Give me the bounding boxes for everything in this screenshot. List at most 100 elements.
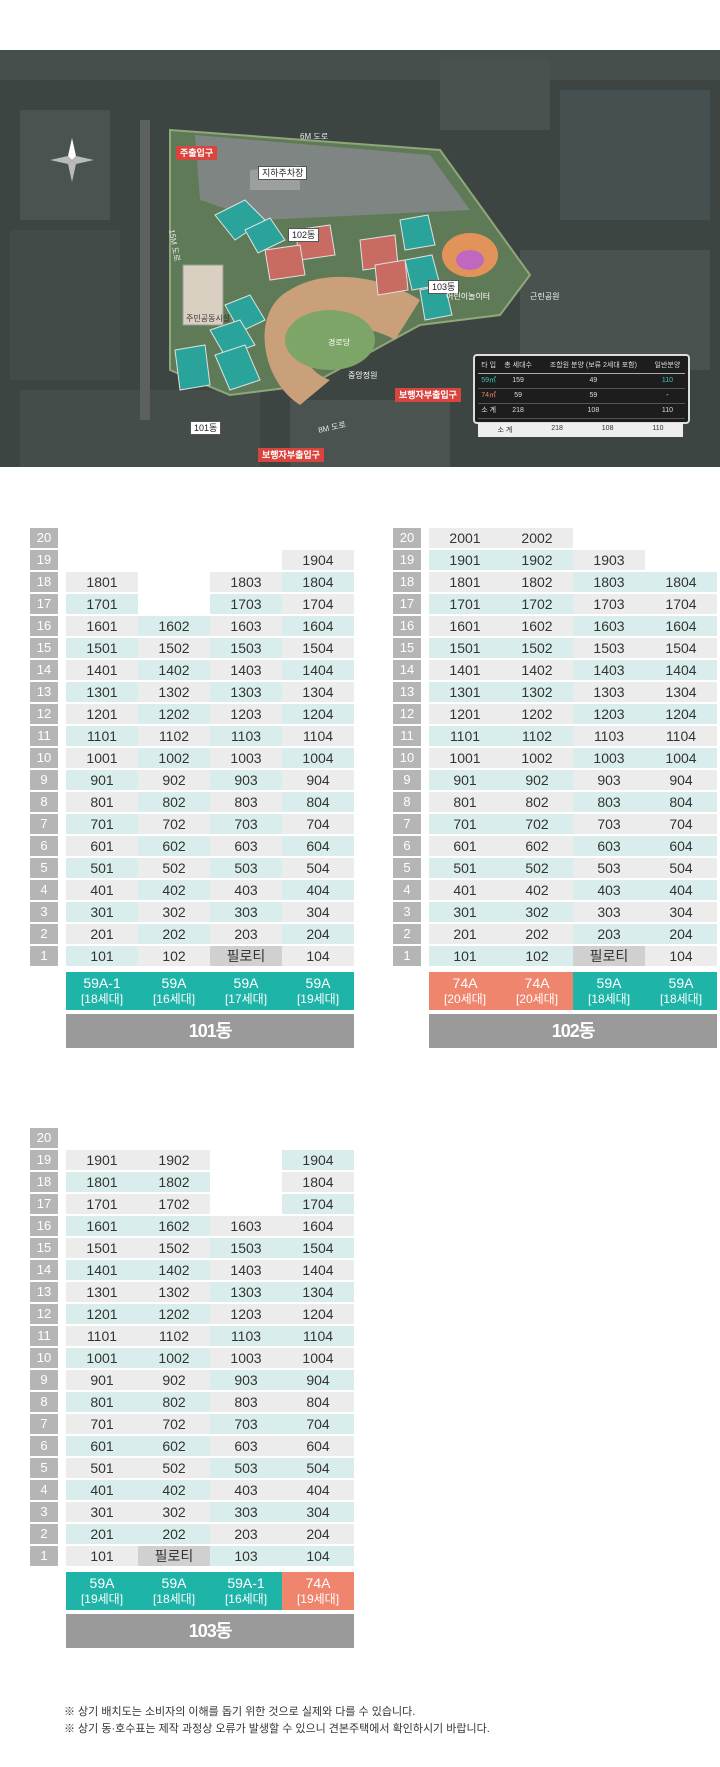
unit-cell: 1603 bbox=[210, 1216, 282, 1236]
floor-label: 3 bbox=[30, 902, 58, 922]
floor-label: 1 bbox=[30, 1546, 58, 1566]
floor-label: 14 bbox=[393, 660, 421, 680]
floor-label: 4 bbox=[30, 1480, 58, 1500]
unit-cell: 1402 bbox=[138, 1260, 210, 1280]
pavilion-label: 경로당 bbox=[328, 338, 351, 347]
floor-label: 7 bbox=[30, 814, 58, 834]
row-member: 108 bbox=[536, 403, 650, 419]
header-general: 일반분양 bbox=[649, 359, 685, 374]
unit-cell: 203 bbox=[573, 924, 645, 944]
unit-cell: 902 bbox=[138, 770, 210, 790]
unit-cell: 401 bbox=[66, 1480, 138, 1500]
unit-cell: 701 bbox=[66, 1414, 138, 1434]
unit-cell: 1203 bbox=[210, 704, 282, 724]
unit-cell: 1701 bbox=[429, 594, 501, 614]
unit-cell: 602 bbox=[138, 836, 210, 856]
floor-label: 8 bbox=[393, 792, 421, 812]
unit-type-label: 59A bbox=[161, 1575, 187, 1591]
site-plan-map: 주출입구 지하주차장 6M 도로 15M 도로 8M 도로 보행자부출입구 보행… bbox=[0, 50, 720, 467]
row-type: 소 계 bbox=[478, 403, 500, 419]
unit-cell: 1303 bbox=[210, 1282, 282, 1302]
unit-type-badge: 59A [17세대] bbox=[210, 972, 282, 1010]
unit-cell: 1004 bbox=[645, 748, 717, 768]
unit-cell: 1704 bbox=[645, 594, 717, 614]
unit-type-label: 59A bbox=[305, 975, 331, 991]
unit-cell: 303 bbox=[573, 902, 645, 922]
unit-summary-header: 타 입 총 세대수 조합원 분양 (보류 2세대 포함) 일반분양 bbox=[478, 359, 685, 374]
unit-cell: 301 bbox=[66, 902, 138, 922]
unit-cell: 302 bbox=[138, 902, 210, 922]
unit-cell: 102 bbox=[501, 946, 573, 966]
floor-label: 1 bbox=[30, 946, 58, 966]
unit-cell: 1401 bbox=[429, 660, 501, 680]
note-line: ※ 상기 배치도는 소비자의 이해를 돕기 위한 것으로 실제와 다를 수 있습… bbox=[64, 1706, 416, 1718]
unit-cell: 1003 bbox=[210, 748, 282, 768]
unit-cell: 802 bbox=[138, 792, 210, 812]
unit-cell: 402 bbox=[138, 880, 210, 900]
unit-cell: 1504 bbox=[282, 638, 354, 658]
unit-cell: 303 bbox=[210, 902, 282, 922]
unit-cell: 1202 bbox=[501, 704, 573, 724]
unit-cell: 203 bbox=[210, 924, 282, 944]
unit-cell: 1504 bbox=[645, 638, 717, 658]
row-general: 110 bbox=[649, 403, 685, 419]
unit-cell: 604 bbox=[645, 836, 717, 856]
unit-cell: 1804 bbox=[282, 1172, 354, 1192]
floor-label: 4 bbox=[393, 880, 421, 900]
unit-cell: 1203 bbox=[210, 1304, 282, 1324]
unit-cell: 1803 bbox=[573, 572, 645, 592]
unit-cell: 803 bbox=[210, 1392, 282, 1412]
header-member: 조합원 분양 (보류 2세대 포함) bbox=[536, 359, 650, 374]
unit-cell: 1304 bbox=[645, 682, 717, 702]
unit-cell: 302 bbox=[138, 1502, 210, 1522]
unit-cell: 102 bbox=[138, 946, 210, 966]
unit-cell: 1601 bbox=[66, 1216, 138, 1236]
unit-cell: 1803 bbox=[210, 572, 282, 592]
unit-cell: 1103 bbox=[573, 726, 645, 746]
unit-type-label: 59A bbox=[161, 975, 187, 991]
unit-cell: 1001 bbox=[66, 748, 138, 768]
unit-cell: 703 bbox=[210, 1414, 282, 1434]
unit-cell: 1302 bbox=[138, 1282, 210, 1302]
unit-cell: 1002 bbox=[138, 748, 210, 768]
unit-cell: 103 bbox=[210, 1546, 282, 1566]
unit-cell: 204 bbox=[645, 924, 717, 944]
row-type: 59㎡ bbox=[478, 373, 500, 389]
floor-label: 10 bbox=[393, 748, 421, 768]
floor-label: 3 bbox=[393, 902, 421, 922]
floor-label: 7 bbox=[393, 814, 421, 834]
unit-cell: 402 bbox=[138, 1480, 210, 1500]
unit-cell: 1903 bbox=[573, 550, 645, 570]
unit-cell: 1703 bbox=[573, 594, 645, 614]
unit-cell: 903 bbox=[573, 770, 645, 790]
unit-cell: 1503 bbox=[210, 1238, 282, 1258]
unit-cell: 904 bbox=[282, 1370, 354, 1390]
unit-cell: 1402 bbox=[138, 660, 210, 680]
unit-type-badge: 59A [16세대] bbox=[138, 972, 210, 1010]
floor-label: 14 bbox=[30, 660, 58, 680]
unit-type-label: 74A bbox=[524, 975, 550, 991]
unit-cell: 1804 bbox=[645, 572, 717, 592]
unit-cell: 901 bbox=[429, 770, 501, 790]
floor-label: 6 bbox=[393, 836, 421, 856]
note-line: ※ 상기 동·호수표는 제작 과정상 오류가 발생할 수 있으니 견본주택에서 … bbox=[64, 1723, 490, 1735]
unit-cell: 401 bbox=[66, 880, 138, 900]
unit-cell: 202 bbox=[138, 1524, 210, 1544]
unit-cell: 1704 bbox=[282, 1194, 354, 1214]
unit-cell: 201 bbox=[66, 1524, 138, 1544]
unit-cell: 301 bbox=[429, 902, 501, 922]
unit-cell: 502 bbox=[138, 1458, 210, 1478]
unit-count-label: [18세대] bbox=[587, 992, 631, 1006]
unit-cell: 504 bbox=[282, 1458, 354, 1478]
unit-summary-row: 74㎡ 59 59 - bbox=[478, 388, 685, 404]
floor-label: 10 bbox=[30, 748, 58, 768]
floor-label: 4 bbox=[30, 880, 58, 900]
unit-cell: 604 bbox=[282, 1436, 354, 1456]
row-general: - bbox=[649, 388, 685, 404]
unit-cell: 202 bbox=[138, 924, 210, 944]
floor-label: 6 bbox=[30, 1436, 58, 1456]
unit-cell: 1503 bbox=[573, 638, 645, 658]
subtotal-type: 소 계 bbox=[497, 427, 513, 434]
unit-cell: 1502 bbox=[138, 638, 210, 658]
unit-type-badge: 59A [19세대] bbox=[282, 972, 354, 1010]
